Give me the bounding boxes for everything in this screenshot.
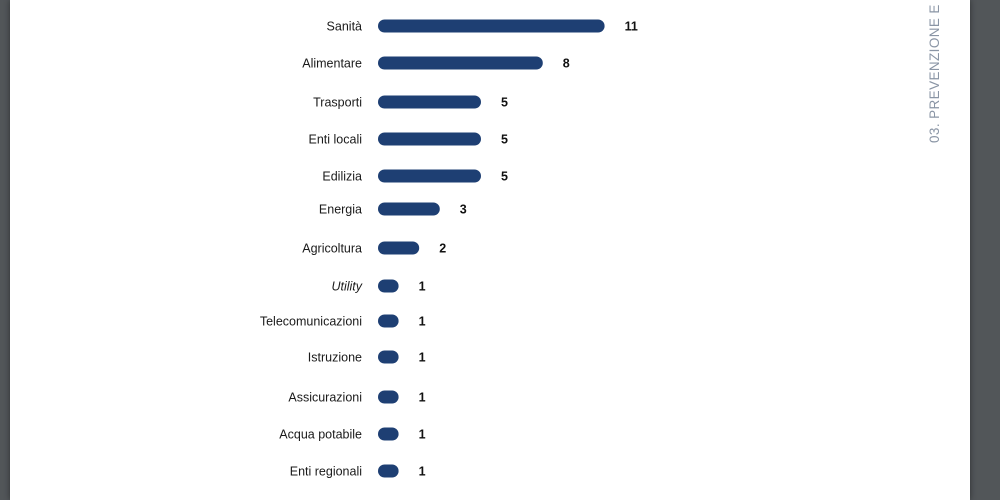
value-label: 1 [419, 280, 426, 294]
category-label: Edilizia [322, 170, 362, 184]
value-label: 5 [501, 133, 508, 147]
category-label: Utility [331, 280, 362, 294]
category-label: Assicurazioni [288, 391, 362, 405]
bar [378, 427, 399, 441]
value-label: 1 [419, 351, 426, 365]
bar [378, 95, 481, 109]
bar [378, 350, 399, 364]
value-label: 5 [501, 96, 508, 110]
category-label: Trasporti [313, 96, 362, 110]
document-page: 03. PREVENZIONE E GE [10, 0, 970, 500]
bar [378, 241, 420, 255]
bar [378, 132, 481, 146]
category-label: Energia [319, 203, 362, 217]
category-label: Agricoltura [302, 242, 362, 256]
value-label: 1 [419, 315, 426, 329]
value-label: 11 [625, 20, 638, 34]
category-label: Alimentare [302, 57, 362, 71]
value-label: 3 [460, 203, 467, 217]
category-label: Enti locali [309, 133, 363, 147]
value-label: 1 [419, 391, 426, 405]
bar [378, 19, 605, 33]
bar [378, 314, 399, 328]
category-label: Istruzione [308, 351, 362, 365]
bar [378, 390, 399, 404]
category-label: Acqua potabile [279, 428, 362, 442]
value-label: 5 [501, 170, 508, 184]
value-label: 1 [419, 428, 426, 442]
value-label: 8 [563, 57, 570, 71]
bar [378, 279, 399, 293]
bar [378, 169, 481, 183]
category-label: Enti regionali [290, 465, 362, 479]
bar [378, 56, 543, 70]
category-label: Sanità [327, 20, 362, 34]
bar [378, 464, 399, 478]
bar [378, 202, 440, 216]
category-label: Telecomunicazioni [260, 315, 362, 329]
value-label: 1 [419, 465, 426, 479]
value-label: 2 [439, 242, 446, 256]
